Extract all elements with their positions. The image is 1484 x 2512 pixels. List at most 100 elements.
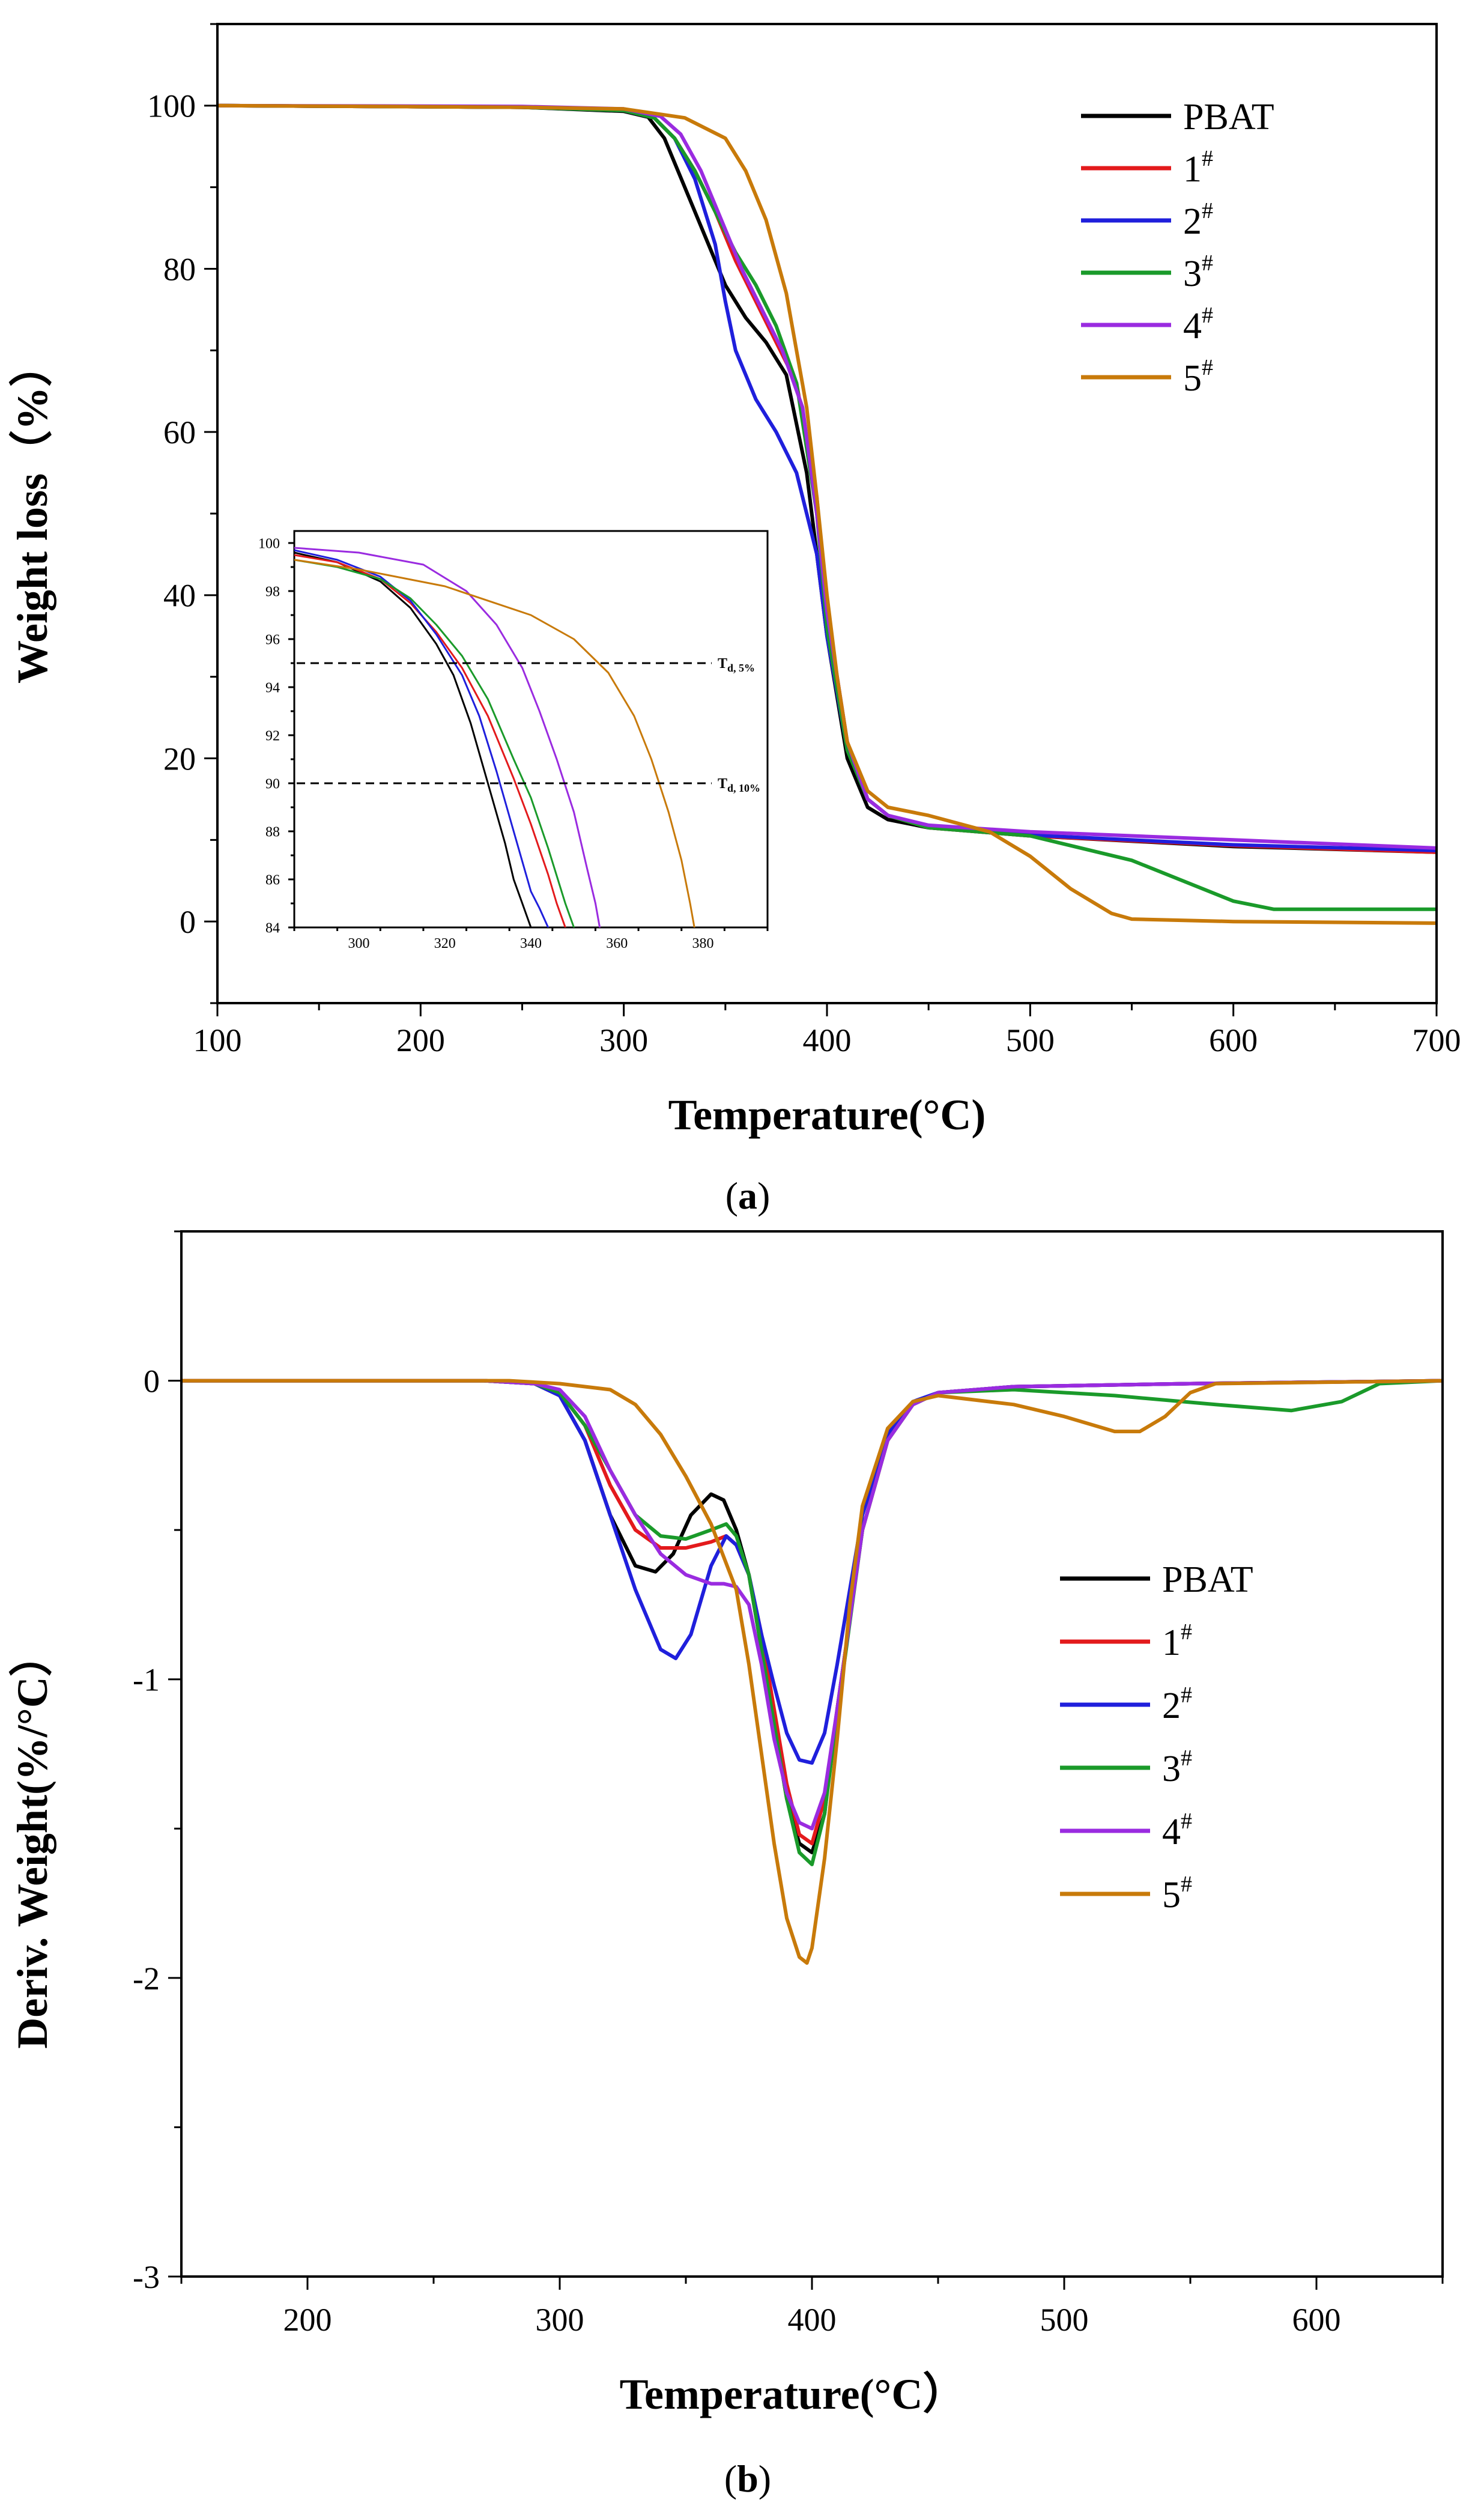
inset-y-tick-label: 86 xyxy=(265,872,280,888)
panel-b-legend-superscript: # xyxy=(1181,1809,1192,1834)
panel-a-label: (a) xyxy=(725,1174,771,1217)
panel-a-y-tick-label: 60 xyxy=(163,414,196,451)
panel-a-inset-chart: 300 320 340 360 380 84 86 88 90 92 94 96 98 100 Td, 5… xyxy=(258,530,769,951)
panel-b-y-tick-label: -2 xyxy=(133,1961,160,1997)
panel-b-legend-superscript: # xyxy=(1181,1872,1192,1897)
panel-b-series-3 xyxy=(181,1379,1443,1866)
panel-a-series-4 xyxy=(217,103,1437,850)
panel-b-y-tick-label: 0 xyxy=(144,1363,160,1399)
panel-b-legend-label-4: 4# xyxy=(1162,1809,1192,1852)
panel-a-series-group xyxy=(217,103,1437,925)
panel-a-x-tick-label: 100 xyxy=(193,1022,242,1058)
inset-frame xyxy=(293,530,769,929)
panel-b-legend-label-2: 2# xyxy=(1162,1682,1192,1726)
panel-b-series-2 xyxy=(181,1379,1443,1765)
inset-x-tick-label: 380 xyxy=(692,936,714,951)
inset-y-tick-label: 84 xyxy=(265,920,280,936)
panel-a-legend-label-1: 1# xyxy=(1183,146,1213,190)
inset-y-tick-label: 90 xyxy=(265,776,280,792)
panel-a-x-tick-label: 200 xyxy=(396,1022,445,1058)
panel-a-legend-label-pbat: PBAT xyxy=(1183,97,1274,138)
panel-a-y-tick-label: 100 xyxy=(147,88,196,124)
panel-a-legend-text: 5 xyxy=(1183,358,1202,399)
panel-a-x-tick-label: 500 xyxy=(1006,1022,1055,1058)
panel-b-axis-ticks: 200 300 400 500 600 -3 -2 -1 0 xyxy=(133,1230,1444,2338)
panel-a-legend-text: 2 xyxy=(1183,201,1202,242)
panel-a-legend-text: 1 xyxy=(1183,149,1202,190)
inset-y-tick-label: 96 xyxy=(265,632,280,648)
panel-b-y-tick-label: -1 xyxy=(133,1662,160,1698)
panel-a-legend-text: PBAT xyxy=(1183,97,1274,138)
panel-a-y-tick-label: 40 xyxy=(163,578,196,614)
panel-b-x-tick-label: 200 xyxy=(283,2302,332,2338)
panel-a-legend-superscript: # xyxy=(1202,198,1213,223)
panel-b-legend-superscript: # xyxy=(1181,1619,1192,1645)
panel-a-x-tick-label: 400 xyxy=(803,1022,852,1058)
inset-x-tick-label: 300 xyxy=(348,936,369,951)
panel-b-series-5 xyxy=(181,1379,1443,1965)
panel-b-legend-label-3: 3# xyxy=(1162,1746,1192,1789)
inset-y-tick-label: 94 xyxy=(265,680,280,696)
inset-y-tick-label: 98 xyxy=(265,584,280,599)
panel-b-legend-superscript: # xyxy=(1181,1682,1192,1708)
panel-a-legend-label-2: 2# xyxy=(1183,198,1213,242)
inset-y-tick-label: 100 xyxy=(258,536,280,551)
panel-b-series-group xyxy=(181,1379,1443,1965)
inset-reference-label-sub: d, 10% xyxy=(727,782,760,794)
panel-a-label-letter: a xyxy=(738,1174,757,1217)
inset-reference-label: Td, 10% xyxy=(718,776,760,794)
panel-a-legend-label-4: 4# xyxy=(1183,303,1213,347)
panel-a-legend-label-3: 3# xyxy=(1183,250,1213,294)
panel-a-x-tick-label: 300 xyxy=(599,1022,648,1058)
panel-a-x-tick-label: 600 xyxy=(1209,1022,1258,1058)
inset-series-pbat xyxy=(294,551,532,927)
panel-b-legend-text: 4 xyxy=(1162,1812,1181,1852)
panel-a-x-axis-title: Temperature(°C) xyxy=(668,1091,986,1139)
panel-b-legend-text: 2 xyxy=(1162,1685,1181,1726)
panel-a-legend-text: 4 xyxy=(1183,306,1202,347)
panel-b-legend-text: 5 xyxy=(1162,1875,1181,1916)
panel-b-x-tick-label: 400 xyxy=(788,2302,837,2338)
panel-b-series-4 xyxy=(181,1379,1443,1831)
inset-y-tick-label: 88 xyxy=(265,824,280,840)
panel-b-legend-label-pbat: PBAT xyxy=(1162,1559,1253,1600)
panel-a-legend-superscript: # xyxy=(1202,250,1213,276)
panel-a-legend-superscript: # xyxy=(1202,146,1213,171)
inset-reference-lines: Td, 5%Td, 10% xyxy=(297,656,760,794)
panel-a-legend-text: 3 xyxy=(1183,253,1202,294)
inset-reference-label: Td, 5% xyxy=(718,656,755,674)
inset-series-group xyxy=(294,547,695,927)
panel-b-legend-text: PBAT xyxy=(1162,1559,1253,1600)
panel-b-legend-text: 1 xyxy=(1162,1622,1181,1663)
inset-series-5 xyxy=(294,559,695,927)
inset-x-tick-label: 320 xyxy=(434,936,456,951)
inset-axis-ticks: 300 320 340 360 380 84 86 88 90 92 94 96 98 100 xyxy=(258,536,769,951)
panel-b-plot-frame xyxy=(180,1230,1444,2278)
panel-a-legend-label-5: 5# xyxy=(1183,355,1213,399)
panel-a-legend-superscript: # xyxy=(1202,355,1213,380)
inset-reference-label-main: T xyxy=(718,656,727,672)
inset-y-tick-label: 92 xyxy=(265,728,280,744)
panel-a-legend-superscript: # xyxy=(1202,303,1213,328)
panel-a-series-5 xyxy=(217,103,1437,925)
panel-b-legend-text: 3 xyxy=(1162,1749,1181,1789)
panel-b-legend-label-1: 1# xyxy=(1162,1619,1192,1663)
panel-b-label: (b) xyxy=(724,2457,771,2500)
inset-x-tick-label: 340 xyxy=(520,936,542,951)
panel-a-weight-loss-chart: 100 200 300 400 500 600 700 0 20 40 60 80 100 300 320… xyxy=(8,23,1461,1217)
panel-b-series-pbat xyxy=(181,1379,1443,1855)
panel-b-x-tick-label: 600 xyxy=(1292,2302,1341,2338)
panel-a-y-tick-label: 20 xyxy=(163,741,196,777)
panel-b-legend-superscript: # xyxy=(1181,1746,1192,1771)
panel-a-y-axis-title: Weight loss（%） xyxy=(8,344,56,684)
panel-a-x-tick-label: 700 xyxy=(1413,1022,1461,1058)
panel-b-x-axis-title: Temperature(°C） xyxy=(620,2370,966,2418)
panel-b-x-tick-label: 500 xyxy=(1040,2302,1089,2338)
inset-series-4 xyxy=(294,547,601,927)
panel-b-series-1 xyxy=(181,1379,1443,1846)
inset-series-2 xyxy=(294,549,550,927)
